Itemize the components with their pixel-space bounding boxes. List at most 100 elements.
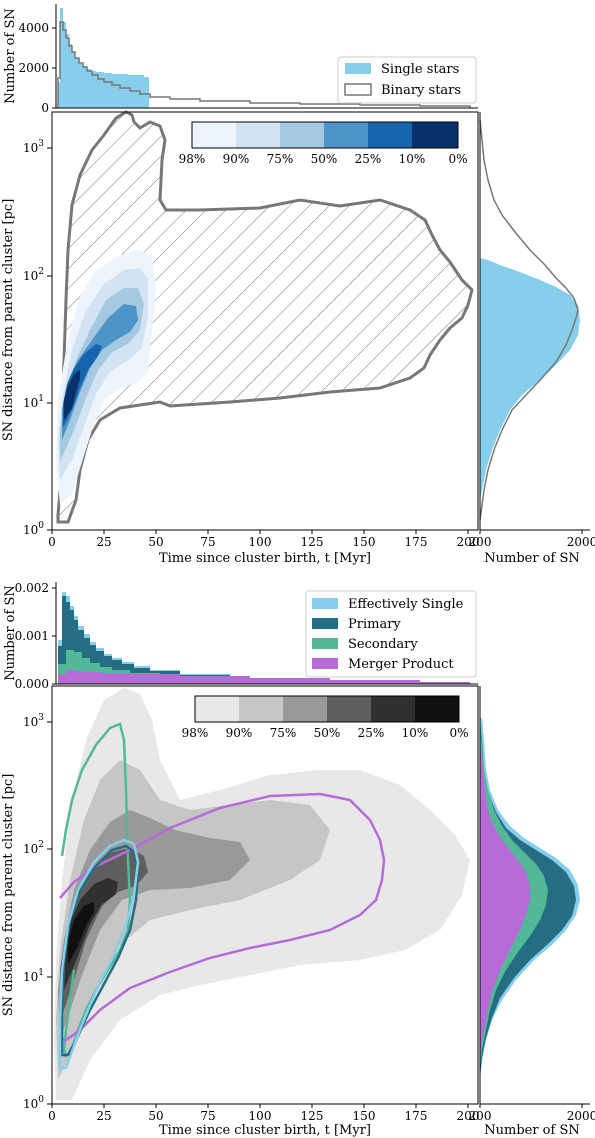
legend-swatch-merger bbox=[312, 658, 338, 669]
top-main-plot: 98% 90% 75% 50% 25% 10% 0% bbox=[1, 110, 479, 566]
top-hist-ytick-label: 0 bbox=[41, 101, 49, 115]
merger-product-contour bbox=[59, 792, 386, 1042]
legend-swatch-binary bbox=[344, 83, 372, 96]
binary-density-10 bbox=[68, 902, 94, 964]
bottom-legend: Effectively Single Primary Secondary Mer… bbox=[305, 590, 477, 678]
legend-swatch-secondary bbox=[312, 638, 338, 649]
bottom-colorbar: 98% 90% 75% 50% 25% 10% 0% bbox=[182, 695, 469, 740]
bottom-top-hist-ytick-label: 0.000 bbox=[15, 677, 49, 691]
colorbar-swatch bbox=[324, 122, 368, 148]
x-tick-label: 125 bbox=[301, 1109, 324, 1123]
side-xtick-label: 2000 bbox=[567, 1109, 595, 1123]
side-merger-product bbox=[480, 740, 530, 1060]
colorbar-label: 0% bbox=[448, 152, 467, 166]
top-histogram: 0 2000 4000 Number of SN Single stars Bi… bbox=[3, 4, 478, 115]
top-side-histogram: 200 2000 Number of SN bbox=[469, 112, 595, 566]
bottom-panel: 0.000 0.001 0.002 Number of SN Effective… bbox=[1, 581, 595, 1138]
single-stars-side-histogram bbox=[480, 258, 580, 530]
x-tick-label: 75 bbox=[200, 535, 215, 549]
top-ylabel: SN distance from parent cluster [pc] bbox=[1, 199, 16, 442]
side-xlabel: Number of SN bbox=[484, 1123, 580, 1138]
legend-label-effectively-single: Effectively Single bbox=[348, 597, 464, 612]
merger-product-histogram bbox=[58, 670, 470, 684]
binary-stars-region bbox=[56, 110, 474, 524]
single-density-10 bbox=[64, 370, 80, 420]
colorbar-label: 50% bbox=[314, 726, 341, 740]
colorbar-label: 0% bbox=[449, 726, 468, 740]
legend-swatch-primary bbox=[312, 618, 338, 629]
single-density-50 bbox=[62, 304, 138, 440]
side-xtick-label: 2000 bbox=[567, 535, 595, 549]
x-tick-label: 0 bbox=[48, 535, 56, 549]
top-hist-ytick-label: 4000 bbox=[18, 21, 49, 35]
y-tick-label: 103 bbox=[23, 139, 44, 155]
colorbar-swatch bbox=[327, 696, 371, 722]
colorbar-label: 50% bbox=[311, 152, 338, 166]
y-tick-label: 102 bbox=[23, 840, 44, 856]
bottom-top-histogram: 0.000 0.001 0.002 Number of SN Effective… bbox=[3, 581, 478, 691]
legend-label-binary: Binary stars bbox=[381, 83, 461, 98]
bottom-top-hist-ytick-label: 0.002 bbox=[15, 581, 49, 595]
colorbar-label: 75% bbox=[267, 152, 294, 166]
top-x-tick-labels: 0 25 50 75 100 125 150 175 200 bbox=[48, 535, 479, 549]
x-tick-label: 25 bbox=[96, 1109, 111, 1123]
bottom-top-hist-ylabel: Number of SN bbox=[3, 585, 18, 681]
top-panel: 0 2000 4000 Number of SN Single stars Bi… bbox=[1, 4, 595, 566]
colorbar-label: 75% bbox=[270, 726, 297, 740]
legend-swatch-single bbox=[345, 63, 371, 74]
x-tick-label: 25 bbox=[96, 535, 111, 549]
effectively-single-contour bbox=[58, 838, 140, 1070]
colorbar-label: 90% bbox=[226, 726, 253, 740]
top-hist-yticks bbox=[52, 27, 56, 109]
x-tick-label: 75 bbox=[200, 1109, 215, 1123]
legend-swatch-effectively-single bbox=[312, 598, 338, 609]
top-hist-ylabel: Number of SN bbox=[3, 8, 18, 104]
colorbar-swatch bbox=[192, 122, 236, 148]
x-tick-label: 50 bbox=[148, 535, 163, 549]
x-tick-label: 0 bbox=[48, 1109, 56, 1123]
colorbar-swatch bbox=[283, 696, 327, 722]
colorbar-label: 98% bbox=[182, 726, 209, 740]
top-colorbar: 98% 90% 75% 50% 25% 10% 0% bbox=[179, 121, 468, 166]
binary-density-50 bbox=[60, 848, 148, 1016]
single-stars-histogram bbox=[58, 8, 149, 108]
x-tick-label: 50 bbox=[148, 1109, 163, 1123]
single-density-25 bbox=[63, 344, 102, 428]
colorbar-label: 10% bbox=[399, 152, 426, 166]
y-tick-label: 101 bbox=[23, 968, 44, 984]
y-tick-label: 103 bbox=[23, 713, 44, 729]
bottom-side-histogram: 200 2000 Number of SN bbox=[469, 686, 595, 1138]
binary-density-25 bbox=[64, 878, 118, 990]
top-y-ticks bbox=[47, 147, 52, 531]
x-tick-label: 125 bbox=[301, 535, 324, 549]
x-tick-label: 150 bbox=[353, 1109, 376, 1123]
side-xlabel: Number of SN bbox=[484, 551, 580, 566]
side-xtick-label: 200 bbox=[469, 1109, 492, 1123]
binary-stars-side-histogram bbox=[479, 119, 579, 521]
colorbar-label: 25% bbox=[358, 726, 385, 740]
x-tick-label: 200 bbox=[457, 535, 480, 549]
x-tick-label: 175 bbox=[405, 1109, 428, 1123]
binary-density-98 bbox=[54, 688, 470, 1100]
legend-label-secondary: Secondary bbox=[348, 637, 418, 652]
top-x-ticks bbox=[51, 530, 469, 534]
colorbar-label: 90% bbox=[223, 152, 250, 166]
bottom-xlabel: Time since cluster birth, t [Myr] bbox=[159, 1123, 371, 1138]
bottom-top-hist-ytick-label: 0.001 bbox=[15, 629, 49, 643]
colorbar-swatch bbox=[412, 122, 458, 148]
top-hist-ytick-label: 2000 bbox=[18, 61, 49, 75]
x-tick-label: 200 bbox=[457, 1109, 480, 1123]
x-tick-label: 150 bbox=[353, 535, 376, 549]
y-tick-label: 101 bbox=[23, 394, 44, 410]
binary-stars-histogram bbox=[57, 21, 471, 108]
bottom-plot-frame bbox=[51, 685, 479, 1105]
x-tick-label: 100 bbox=[249, 1109, 272, 1123]
colorbar-label: 25% bbox=[355, 152, 382, 166]
legend-label-single: Single stars bbox=[381, 62, 459, 77]
top-xlabel: Time since cluster birth, t [Myr] bbox=[159, 551, 371, 566]
colorbar-swatch bbox=[415, 696, 459, 722]
side-xtick-label: 200 bbox=[469, 535, 492, 549]
colorbar-swatch bbox=[239, 696, 283, 722]
colorbar-swatch bbox=[371, 696, 415, 722]
